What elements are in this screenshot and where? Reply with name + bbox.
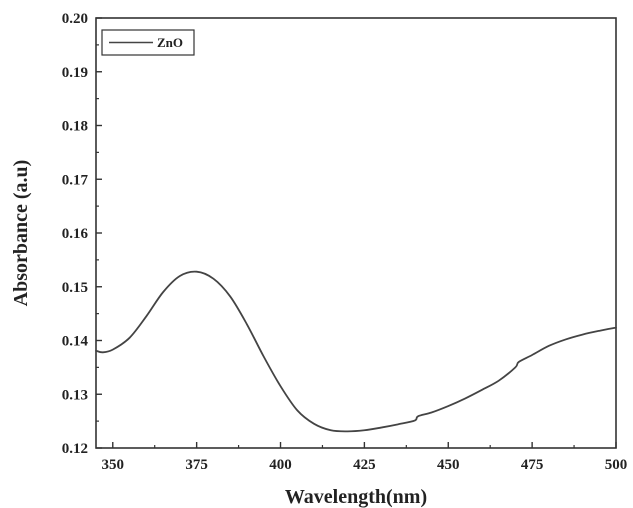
- y-axis-ticks: 0.12 0.13 0.14 0.15 0.16 0.17 0.18 0.19 0.20: [62, 11, 102, 457]
- y-axis-label: Absorbance (a.u): [10, 160, 32, 307]
- x-tick-label: 400: [269, 457, 292, 473]
- y-tick-label: 0.14: [62, 334, 89, 350]
- y-tick-label: 0.19: [62, 65, 88, 81]
- x-tick-label: 375: [185, 457, 208, 473]
- y-tick-label: 0.15: [62, 280, 88, 296]
- y-tick-label: 0.17: [62, 172, 89, 188]
- plot-frame: [95, 17, 617, 449]
- x-tick-label: 500: [605, 457, 628, 473]
- y-tick-label: 0.12: [62, 441, 88, 457]
- series-line-zno: [95, 270, 617, 433]
- x-tick-label: 425: [353, 457, 376, 473]
- y-tick-label: 0.18: [62, 119, 88, 135]
- x-tick-label: 350: [102, 457, 125, 473]
- legend: ZnO: [101, 29, 195, 56]
- y-tick-label: 0.20: [62, 11, 88, 27]
- x-axis-ticks: 350 375 400 425 450 475 500: [102, 442, 628, 473]
- x-tick-label: 475: [521, 457, 544, 473]
- y-tick-label: 0.16: [62, 226, 89, 242]
- x-tick-label: 450: [437, 457, 460, 473]
- series-layer: [95, 270, 617, 433]
- x-axis-label: Wavelength(nm): [285, 486, 427, 508]
- legend-label-zno: ZnO: [157, 35, 183, 50]
- y-tick-label: 0.13: [62, 387, 88, 403]
